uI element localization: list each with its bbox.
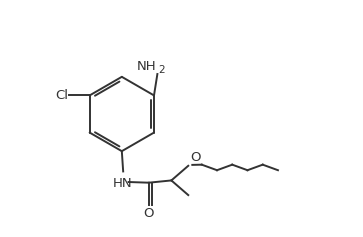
- Text: O: O: [144, 207, 154, 220]
- Text: 2: 2: [158, 65, 165, 75]
- Text: O: O: [190, 151, 200, 164]
- Text: NH: NH: [137, 60, 157, 73]
- Text: HN: HN: [113, 177, 133, 190]
- Text: Cl: Cl: [55, 89, 68, 102]
